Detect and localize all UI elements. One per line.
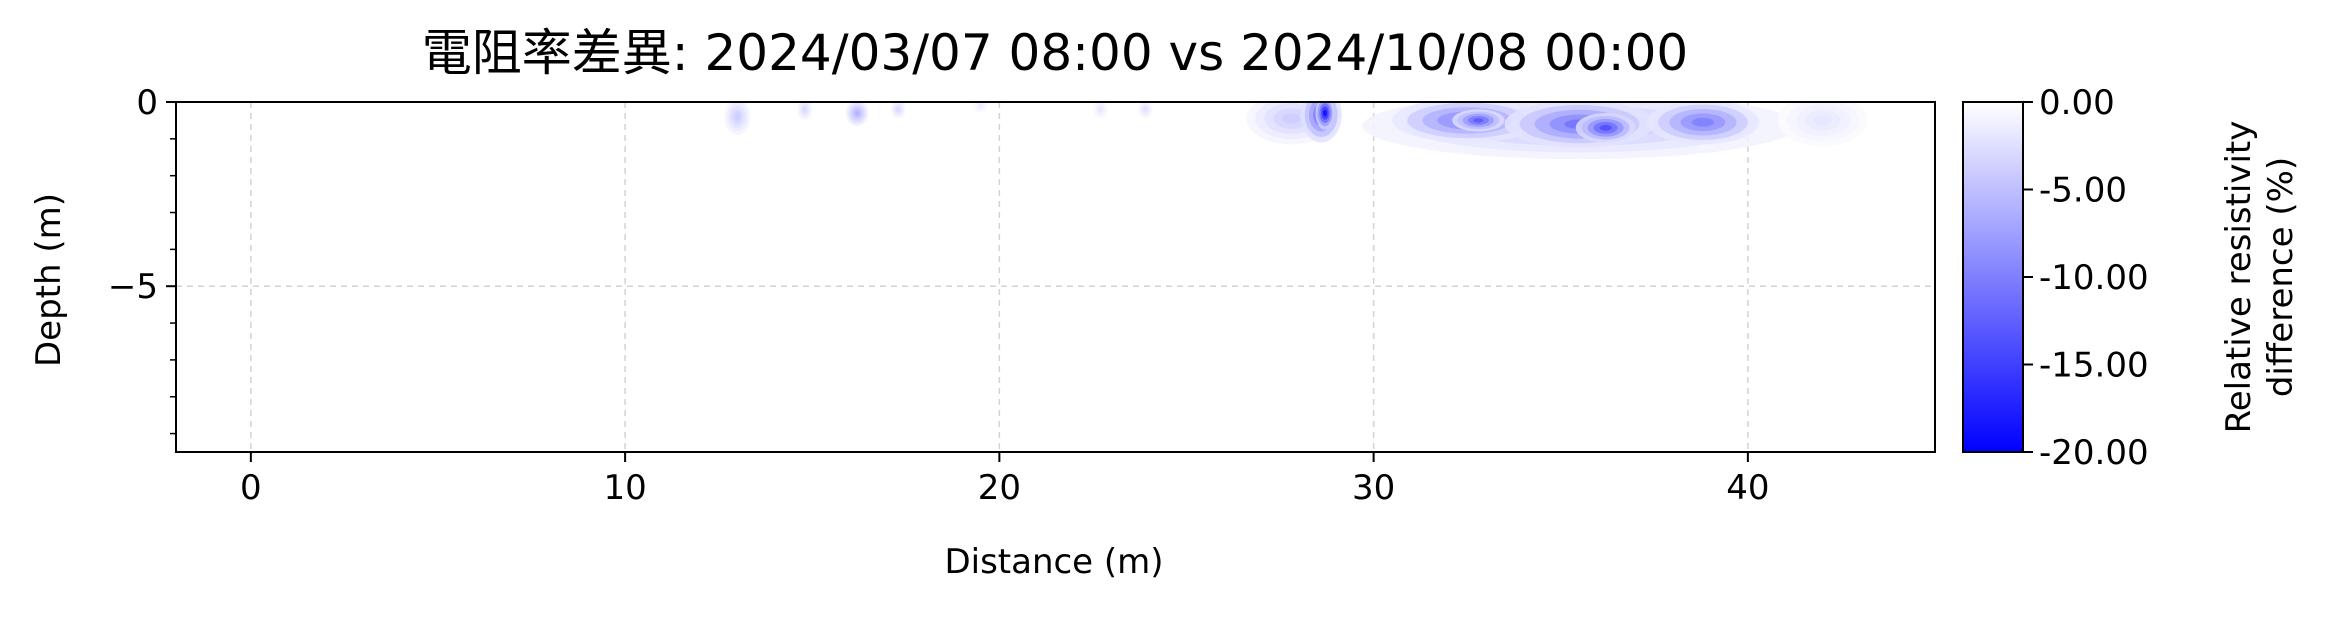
contour-level [978, 103, 983, 108]
resistivity-anomaly [724, 102, 751, 136]
x-tick-label: 30 [1352, 468, 1395, 508]
contour-level [1098, 107, 1103, 112]
resistivity-anomaly [1452, 109, 1505, 132]
colorbar-tick-label: -5.00 [2039, 171, 2127, 211]
contour-level [734, 113, 741, 121]
resistivity-anomaly [797, 102, 813, 121]
contour-level [1282, 113, 1301, 124]
x-axis-label: Distance (m) [944, 542, 1163, 582]
colorbar-label-line-2: difference (%) [2261, 157, 2301, 397]
contour-level [1599, 124, 1612, 131]
data-layer [724, 102, 1868, 160]
y-tick-label: −5 [108, 267, 158, 307]
resistivity-anomaly [1315, 102, 1335, 130]
contour-level [1322, 109, 1327, 117]
colorbar [1962, 101, 2024, 453]
resistivity-anomaly [890, 102, 906, 119]
resistivity-anomaly [1646, 102, 1760, 145]
contour-level [802, 107, 807, 112]
contour-level [896, 107, 901, 112]
resistivity-anomaly [845, 102, 869, 126]
colorbar-tick-label: -20.00 [2039, 433, 2149, 473]
x-tick-label: 20 [978, 468, 1021, 508]
chart-title: 電阻率差異: 2024/03/07 08:00 vs 2024/10/08 00… [422, 24, 1689, 82]
colorbar-tick-label: -15.00 [2039, 346, 2149, 386]
y-axis: 0 −5 [108, 83, 176, 435]
contour-level [1691, 117, 1715, 127]
resistivity-anomaly [1575, 113, 1636, 143]
y-tick-label: 0 [136, 83, 158, 123]
x-axis: 0 10 20 30 40 [240, 452, 1770, 508]
resistivity-anomaly [973, 102, 989, 114]
contour-level [1143, 107, 1148, 112]
contour-level [1473, 118, 1484, 123]
colorbar-label-line-1: Relative resistivity [2219, 121, 2259, 434]
contour-level [854, 110, 860, 116]
x-tick-label: 0 [240, 468, 262, 508]
x-tick-label: 40 [1726, 468, 1769, 508]
resistivity-anomaly [1777, 102, 1868, 147]
plot-frame [175, 101, 1936, 453]
resistivity-anomaly [1137, 102, 1153, 119]
contour-level [1813, 115, 1832, 126]
colorbar-tick-label: -10.00 [2039, 258, 2149, 298]
y-axis-label: Depth (m) [29, 193, 69, 367]
colorbar-ticks: 0.00 -5.00 -10.00 -15.00 -20.00 [2023, 83, 2149, 473]
resistivity-anomaly [1092, 102, 1108, 119]
colorbar-tick-label: 0.00 [2039, 83, 2115, 123]
x-tick-label: 10 [603, 468, 646, 508]
